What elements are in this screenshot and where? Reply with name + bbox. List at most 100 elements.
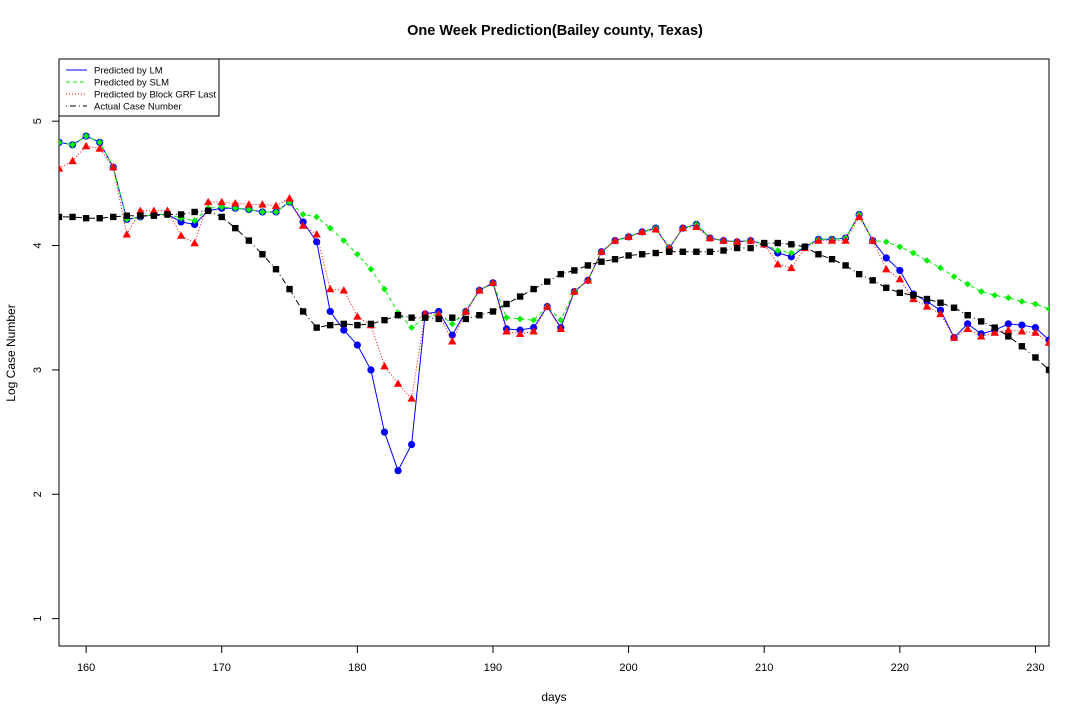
- data-point: [774, 239, 781, 247]
- data-point: [434, 309, 443, 318]
- data-point: [326, 284, 335, 293]
- y-tick-label: 5: [32, 118, 44, 124]
- data-point: [652, 249, 659, 257]
- y-tick-label: 4: [32, 242, 44, 248]
- x-tick-label: 200: [619, 662, 637, 674]
- data-point: [488, 278, 498, 287]
- legend: Predicted by LM Predicted by SLM Predict…: [58, 58, 220, 117]
- data-point: [909, 294, 918, 303]
- data-point: [1004, 325, 1013, 334]
- data-point: [693, 248, 700, 255]
- data-point: [869, 277, 876, 284]
- data-point: [842, 262, 849, 269]
- data-point: [69, 213, 76, 221]
- data-point: [232, 224, 239, 232]
- y-tick-label: 3: [32, 367, 44, 373]
- data-point: [1045, 366, 1049, 374]
- data-point: [678, 223, 688, 232]
- data-point: [923, 295, 931, 303]
- data-point: [68, 156, 77, 165]
- data-point: [59, 164, 64, 172]
- data-point: [327, 321, 334, 329]
- data-point: [81, 141, 91, 150]
- data-point: [705, 233, 715, 242]
- data-point: [475, 286, 484, 294]
- data-point: [59, 213, 63, 221]
- data-point: [123, 212, 131, 219]
- data-point: [529, 327, 538, 335]
- data-point: [298, 221, 308, 229]
- data-point: [964, 280, 971, 288]
- data-point: [462, 315, 470, 323]
- legend-label-actual: Actual Case Number: [94, 102, 182, 113]
- data-point: [476, 311, 483, 319]
- data-point: [191, 208, 198, 216]
- y-tick-label: 1: [32, 616, 44, 622]
- data-point: [788, 241, 795, 248]
- data-point: [1005, 294, 1012, 302]
- data-point: [896, 266, 904, 275]
- data-point: [367, 366, 375, 374]
- data-point: [801, 243, 809, 250]
- data-point: [1032, 300, 1039, 308]
- data-point: [312, 230, 321, 238]
- data-point: [109, 162, 118, 171]
- data-point: [340, 237, 348, 244]
- data-point: [407, 394, 416, 402]
- data-point: [949, 333, 959, 341]
- data-point: [340, 320, 347, 328]
- data-point: [421, 314, 429, 321]
- data-point: [448, 320, 456, 328]
- data-point: [815, 251, 822, 258]
- data-point: [190, 238, 199, 247]
- data-point: [204, 207, 212, 214]
- data-point: [651, 225, 660, 233]
- data-point: [110, 213, 117, 221]
- data-point: [339, 286, 348, 294]
- y-axis-label: Log Case Number: [4, 304, 18, 401]
- data-point: [82, 214, 90, 222]
- series-3: [59, 207, 1049, 374]
- data-point: [394, 467, 402, 475]
- data-point: [991, 291, 999, 299]
- data-point: [380, 428, 389, 436]
- data-point: [855, 270, 863, 278]
- data-point: [530, 285, 537, 293]
- data-point: [611, 256, 619, 263]
- y-axis: 1 2 3 4 5: [32, 118, 59, 622]
- data-point: [773, 260, 782, 268]
- data-point: [610, 236, 620, 244]
- data-point: [583, 276, 593, 284]
- data-point: [774, 247, 782, 254]
- data-point: [544, 278, 551, 285]
- x-tick-label: 180: [348, 662, 366, 674]
- data-point: [272, 265, 280, 273]
- data-point: [570, 287, 579, 295]
- data-point: [408, 314, 415, 321]
- data-point: [286, 198, 293, 206]
- data-point: [286, 285, 293, 293]
- data-point: [937, 264, 944, 272]
- data-point: [244, 200, 254, 208]
- data-point: [381, 285, 388, 293]
- data-point: [720, 247, 727, 254]
- data-point: [326, 307, 334, 316]
- data-point: [841, 236, 850, 244]
- data-point: [203, 197, 213, 206]
- data-point: [597, 247, 606, 255]
- data-point: [733, 244, 741, 252]
- data-point: [950, 273, 958, 280]
- data-point: [299, 308, 307, 315]
- data-point: [149, 206, 159, 214]
- data-point: [882, 264, 891, 273]
- data-point: [598, 258, 605, 265]
- data-point: [895, 274, 905, 283]
- x-axis-label: days: [541, 690, 566, 704]
- data-point: [638, 251, 646, 258]
- data-point: [910, 292, 917, 299]
- data-point: [936, 309, 945, 318]
- data-point: [950, 304, 958, 311]
- data-point: [896, 289, 904, 297]
- data-point: [679, 248, 687, 255]
